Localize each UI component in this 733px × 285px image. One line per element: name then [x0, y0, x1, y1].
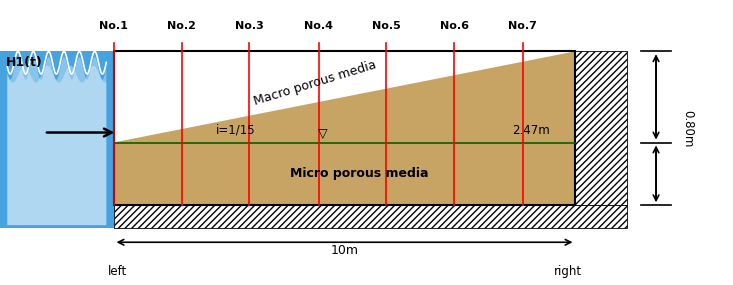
Text: 10m: 10m — [331, 244, 358, 257]
Text: 0.80m: 0.80m — [682, 109, 695, 147]
Text: H1(t): H1(t) — [6, 56, 43, 69]
Polygon shape — [7, 57, 106, 225]
Bar — [0, 51, 114, 228]
Text: No.1: No.1 — [99, 21, 128, 31]
Polygon shape — [114, 205, 627, 228]
Text: No.7: No.7 — [508, 21, 537, 31]
Text: right: right — [554, 265, 582, 278]
Text: i=1/15: i=1/15 — [216, 124, 256, 137]
Text: No.2: No.2 — [167, 21, 196, 31]
Polygon shape — [114, 51, 575, 205]
Text: Micro porous media: Micro porous media — [290, 167, 428, 180]
Polygon shape — [7, 66, 106, 225]
Text: No.4: No.4 — [304, 21, 334, 31]
Text: No.3: No.3 — [235, 21, 264, 31]
Text: left: left — [108, 265, 127, 278]
Text: 2.47m: 2.47m — [512, 124, 550, 137]
Text: Macro porous media: Macro porous media — [252, 58, 378, 107]
Bar — [114, 51, 575, 205]
Text: ▽: ▽ — [317, 127, 328, 140]
Text: No.6: No.6 — [440, 21, 469, 31]
Polygon shape — [575, 51, 627, 205]
Text: No.5: No.5 — [372, 21, 401, 31]
